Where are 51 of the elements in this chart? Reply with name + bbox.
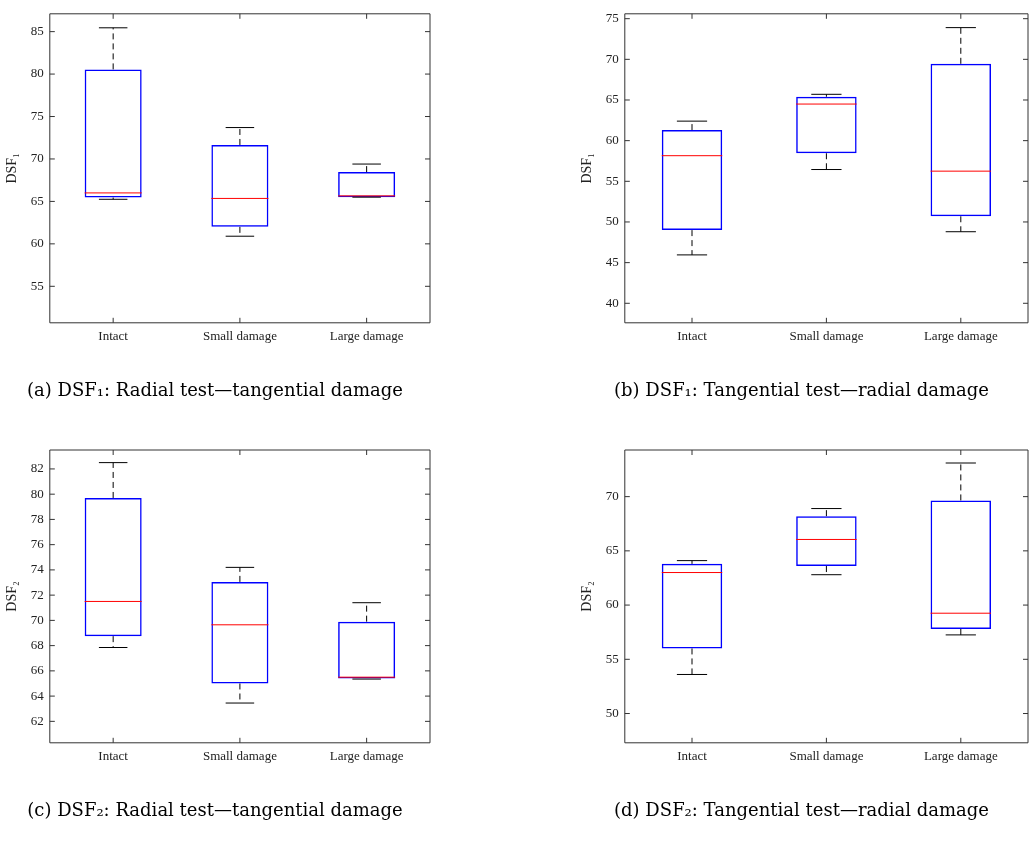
x-tick-label: Intact (98, 328, 129, 344)
y-axis-title: DSF₁ (579, 153, 595, 184)
y-tick-label: 65 (30, 192, 44, 208)
y-tick-label: 78 (30, 510, 44, 526)
x-tick-label: Small damage (789, 328, 864, 344)
y-tick-label: 65 (605, 542, 619, 558)
y-axis-title: DSF₂ (4, 581, 20, 612)
y-tick-label: 50 (605, 704, 619, 720)
y-tick-label: 60 (605, 132, 619, 148)
y-tick-label: 82 (30, 460, 44, 476)
y-tick-label: 55 (605, 650, 619, 666)
y-tick-label: 70 (605, 50, 619, 66)
y-tick-label: 80 (30, 485, 44, 501)
x-tick-label: Large damage (923, 748, 998, 764)
x-tick-label: Large damage (329, 748, 404, 764)
text: (d) DSF₂: Tangential test—radial damage (614, 798, 989, 820)
y-tick-label: 62 (30, 712, 44, 728)
text: (c) DSF₂: Radial test—tangential damage (27, 798, 403, 820)
y-tick-label: 55 (605, 172, 619, 188)
y-axis-title: DSF₂ (579, 581, 595, 612)
y-tick-label: 64 (30, 687, 45, 703)
text: (b) DSF₁: Tangential test—radial damage (614, 378, 989, 400)
x-tick-label: Intact (677, 328, 708, 344)
y-tick-label: 60 (30, 235, 44, 251)
x-tick-label: Intact (98, 748, 129, 764)
x-tick-label: Large damage (923, 328, 998, 344)
y-tick-label: 40 (605, 294, 619, 310)
y-tick-label: 45 (605, 254, 619, 270)
y-tick-label: 75 (605, 10, 619, 26)
y-tick-label: 50 (605, 213, 619, 229)
y-tick-label: 68 (30, 637, 44, 653)
y-tick-label: 85 (30, 23, 44, 39)
y-tick-label: 60 (605, 596, 619, 612)
y-tick-label: 55 (30, 277, 44, 293)
y-tick-label: 70 (605, 488, 619, 504)
x-tick-label: Intact (677, 748, 708, 764)
x-tick-label: Small damage (202, 748, 278, 764)
y-tick-label: 70 (30, 150, 44, 166)
x-tick-label: Small damage (202, 328, 278, 344)
y-tick-label: 70 (30, 611, 44, 627)
x-tick-label: Large damage (329, 328, 404, 344)
y-tick-label: 80 (30, 65, 44, 81)
y-tick-label: 65 (605, 91, 619, 107)
y-tick-label: 74 (30, 561, 45, 577)
x-tick-label: Small damage (789, 748, 864, 764)
y-tick-label: 75 (30, 107, 44, 123)
y-tick-label: 66 (30, 662, 45, 678)
y-axis-title: DSF₁ (4, 153, 20, 184)
text: (a) DSF₁: Radial test—tangential damage (26, 378, 404, 400)
y-tick-label: 76 (30, 536, 45, 552)
y-tick-label: 72 (30, 586, 44, 602)
